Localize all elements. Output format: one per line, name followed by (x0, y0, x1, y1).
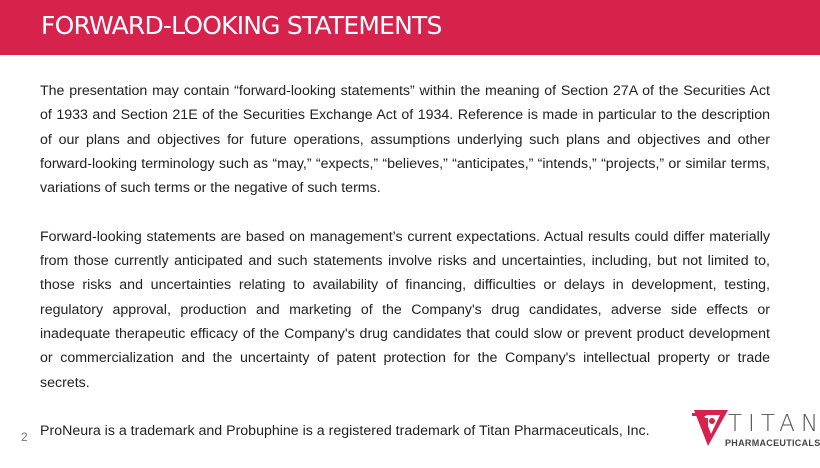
titan-logo: TITAN PHARMACEUTICALS (692, 408, 820, 452)
title-bar: FORWARD-LOOKING STATEMENTS (0, 0, 820, 55)
paragraph-trademark: ProNeura is a trademark and Probuphine i… (40, 423, 650, 440)
paragraph-risks: Forward-looking statements are based on … (40, 228, 770, 391)
page-title: FORWARD-LOOKING STATEMENTS (41, 11, 442, 40)
paragraph-intro: The presentation may contain “forward-lo… (40, 83, 770, 197)
page-number: 2 (21, 430, 28, 444)
logo-name: TITAN (728, 411, 820, 437)
slide-body: The presentation may contain “forward-lo… (40, 79, 770, 468)
logo-subtitle: PHARMACEUTICALS (725, 438, 820, 448)
titan-logo-mark-icon (692, 410, 728, 446)
